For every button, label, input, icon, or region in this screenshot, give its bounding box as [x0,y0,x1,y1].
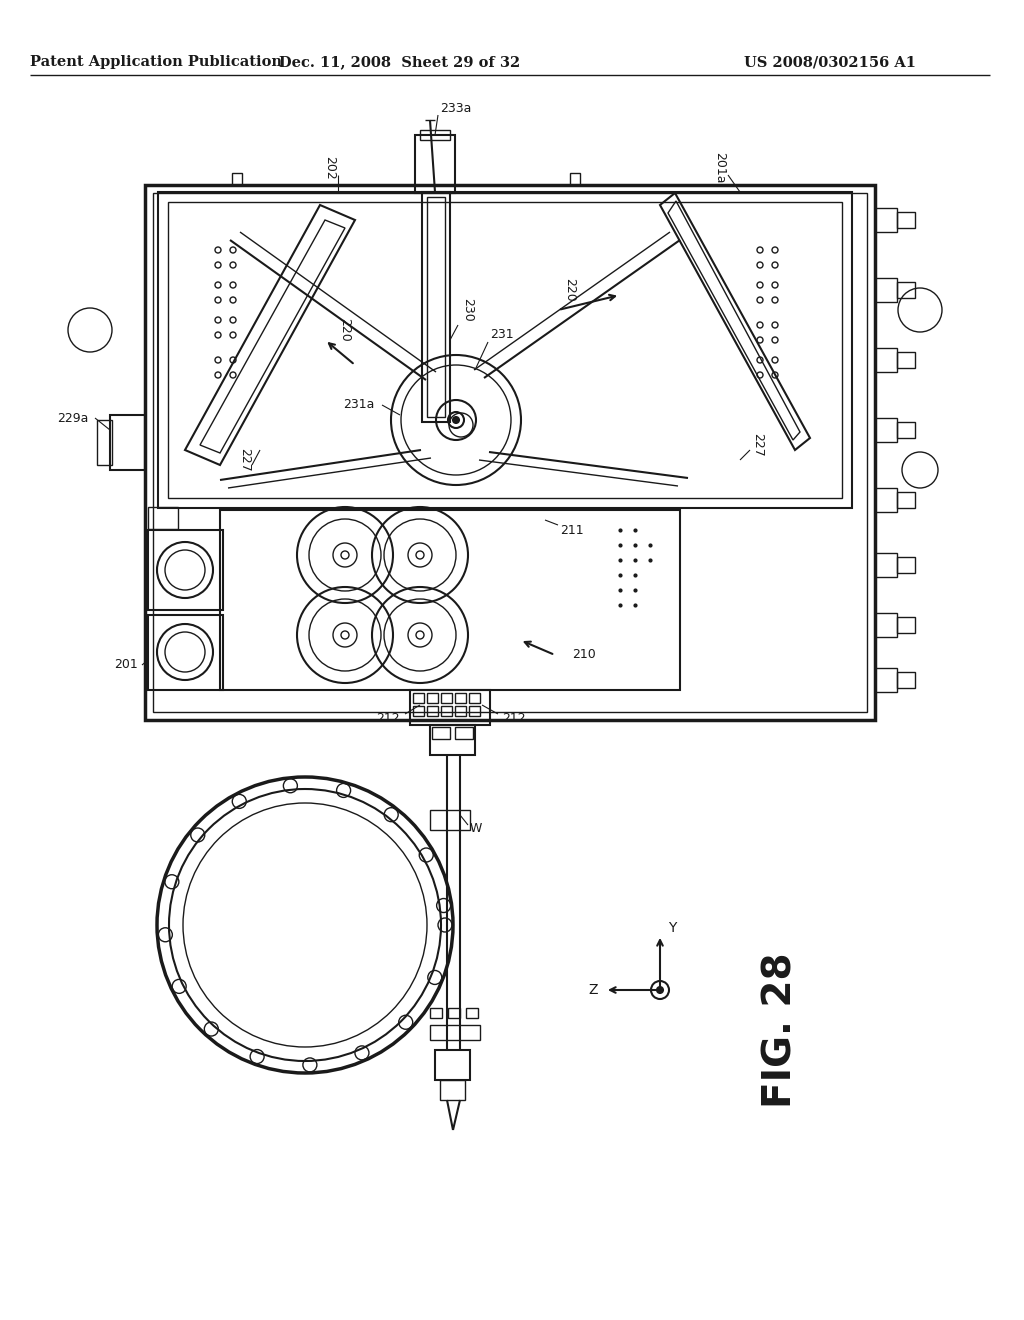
Bar [449,1008,460,1018]
Text: 220: 220 [339,318,351,342]
Bar [232,173,242,185]
Bar [110,414,145,470]
Bar [874,612,897,638]
Text: 211: 211 [560,524,584,536]
Text: Dec. 11, 2008  Sheet 29 of 32: Dec. 11, 2008 Sheet 29 of 32 [280,55,520,69]
Bar [148,531,223,610]
Bar [897,352,915,368]
Bar [420,129,450,140]
Text: Patent Application Publication: Patent Application Publication [30,55,282,69]
Bar [435,1049,470,1080]
Bar [874,209,897,232]
Bar [455,727,473,739]
Bar [440,1080,465,1100]
Bar [441,693,452,704]
Bar [413,693,424,704]
Circle shape [453,417,459,422]
Bar [570,173,580,185]
Bar [441,706,452,715]
Text: 220: 220 [563,279,577,302]
Bar [874,418,897,442]
Text: 231a: 231a [344,399,375,412]
Bar [427,706,438,715]
Bar [897,282,915,298]
Circle shape [657,987,663,993]
Bar [427,197,445,417]
Text: 201a: 201a [714,152,726,183]
Bar [897,213,915,228]
Bar [430,1026,480,1040]
Text: W: W [470,821,482,834]
Bar [874,553,897,577]
Bar [874,668,897,692]
Bar [410,690,490,725]
Bar [466,1008,478,1018]
Bar [874,279,897,302]
Text: FIG. 28: FIG. 28 [761,952,799,1107]
Bar [455,693,466,704]
Bar [422,191,450,422]
Bar [897,616,915,634]
Text: 229a: 229a [56,412,88,425]
Text: 227: 227 [239,447,252,471]
Bar [897,557,915,573]
Bar [430,1008,442,1018]
Text: 231: 231 [490,329,514,342]
Bar [413,706,424,715]
Text: 210: 210 [572,648,596,661]
Text: 233a: 233a [440,102,471,115]
Bar [897,422,915,438]
Bar [168,202,842,498]
Text: 212: 212 [377,711,400,725]
Bar [148,507,178,529]
Text: Y: Y [668,921,677,935]
Bar [427,693,438,704]
Bar [97,420,112,465]
Text: Z: Z [589,983,598,997]
Bar [415,135,455,193]
Text: US 2008/0302156 A1: US 2008/0302156 A1 [744,55,916,69]
Bar [158,191,852,508]
Bar [220,510,680,690]
Bar [153,193,867,711]
Bar [874,488,897,512]
Bar [430,810,470,830]
Bar [430,725,475,755]
Bar [455,706,466,715]
Bar [469,706,480,715]
Text: 202: 202 [324,156,337,180]
Bar [874,348,897,372]
Bar [432,727,450,739]
Bar [148,615,223,690]
Bar [145,185,874,719]
Text: 201: 201 [115,659,138,672]
Text: 230: 230 [462,298,474,322]
Text: 212: 212 [502,711,525,725]
Bar [897,672,915,688]
Bar [469,693,480,704]
Text: 227: 227 [752,433,765,457]
Bar [897,492,915,508]
